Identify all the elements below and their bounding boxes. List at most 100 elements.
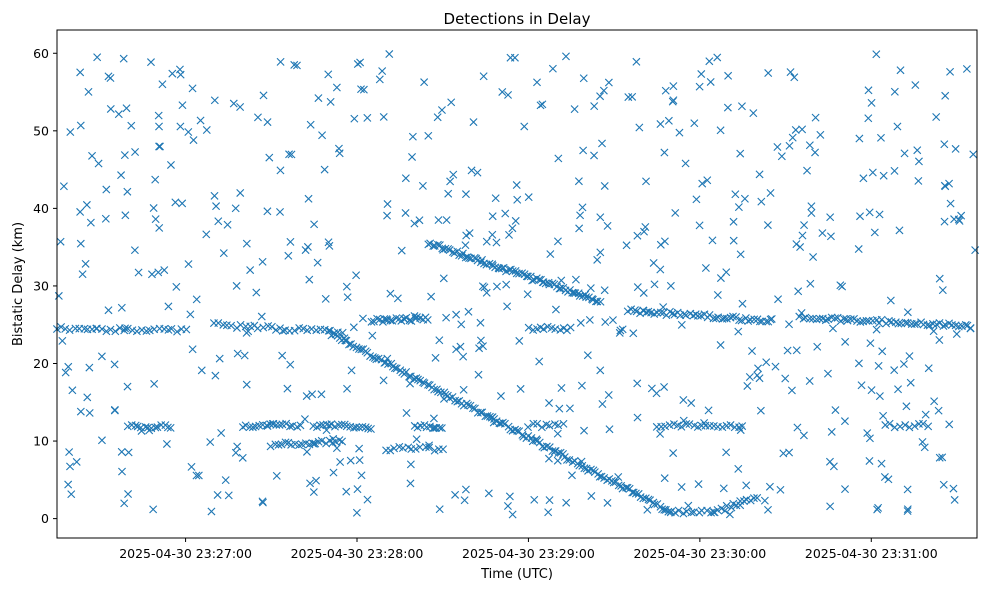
detection-point-134 [631, 489, 640, 498]
detection-point-1203 [577, 381, 586, 390]
detection-point-639 [854, 245, 863, 254]
detection-point-800 [765, 482, 774, 491]
detection-point-895 [669, 82, 678, 91]
detection-point-533 [718, 423, 727, 432]
detection-point-691 [806, 279, 815, 288]
detection-point-170 [736, 497, 745, 506]
detection-point-1066 [456, 342, 465, 351]
detection-point-630 [818, 229, 827, 238]
detection-point-1033 [302, 392, 311, 401]
detection-point-1016 [149, 204, 158, 213]
detection-point-899 [539, 278, 548, 287]
detection-point-944 [124, 490, 133, 499]
detection-point-654 [290, 60, 299, 69]
detection-point-633 [83, 393, 92, 402]
detection-point-865 [890, 166, 899, 175]
detection-point-1182 [616, 326, 625, 335]
detection-point-1130 [827, 427, 836, 436]
detection-point-1032 [457, 320, 466, 329]
detection-point-857 [210, 96, 219, 105]
detection-point-791 [875, 392, 884, 401]
detection-point-1146 [155, 142, 164, 151]
detection-point-792 [895, 226, 904, 235]
detection-point-1075 [825, 457, 834, 466]
detection-point-825 [258, 257, 267, 266]
detection-point-841 [692, 195, 701, 204]
detection-point-937 [236, 188, 245, 197]
detection-point-664 [479, 72, 488, 81]
detection-point-775 [734, 327, 743, 336]
detection-point-1061 [287, 150, 296, 159]
detection-point-988 [473, 168, 482, 177]
detection-point-175 [753, 493, 762, 502]
x-tick-label-1: 2025-04-30 23:28:00 [291, 546, 424, 561]
detection-point-700 [119, 54, 128, 63]
detection-point-979 [713, 291, 722, 299]
detection-point-413 [307, 325, 316, 333]
detection-point-1176 [585, 315, 594, 324]
detection-point-815 [503, 502, 512, 510]
detection-point-1177 [906, 378, 915, 387]
detection-point-1152 [828, 324, 837, 333]
detection-point-659 [551, 305, 560, 314]
detection-point-221 [522, 272, 531, 281]
detection-point-989 [587, 491, 596, 500]
detection-point-472 [248, 423, 257, 432]
detection-point-498 [342, 422, 351, 431]
detection-point-373 [106, 325, 115, 334]
detection-point-622 [841, 337, 850, 346]
detection-point-1153 [929, 327, 938, 336]
detection-point-910 [669, 449, 678, 458]
detection-point-139 [644, 495, 653, 504]
detection-point-1184 [217, 429, 226, 437]
detection-point-1196 [969, 150, 978, 159]
detection-point-974 [745, 372, 754, 381]
detection-point-718 [410, 219, 419, 228]
detection-point-317 [831, 314, 840, 323]
detection-point-943 [442, 313, 451, 322]
detection-point-993 [393, 294, 402, 303]
detection-point-1139 [64, 480, 73, 489]
detection-point-902 [97, 436, 106, 445]
detection-point-648 [154, 111, 163, 120]
detection-point-948 [110, 406, 119, 415]
detection-point-660 [762, 358, 771, 367]
detection-point-963 [938, 286, 947, 295]
detection-point-486 [296, 421, 305, 430]
detection-point-608 [439, 274, 448, 283]
detection-point-1149 [326, 97, 335, 106]
detection-point-155 [687, 508, 696, 517]
detection-point-1081 [272, 471, 281, 480]
detection-point-1194 [875, 210, 884, 219]
detection-point-962 [424, 131, 433, 140]
detection-point-891 [766, 315, 775, 324]
detection-point-303 [762, 317, 771, 326]
detection-point-495 [334, 421, 343, 430]
detection-point-539 [266, 442, 275, 451]
detection-point-1069 [690, 119, 699, 128]
detection-point-1190 [305, 275, 314, 284]
detection-point-709 [164, 302, 173, 311]
detection-point-1133 [737, 102, 746, 111]
detection-point-568 [411, 444, 420, 453]
detection-point-1037 [512, 181, 521, 190]
detection-point-1120 [64, 362, 73, 371]
detection-point-607 [276, 57, 285, 66]
y-tick-label-6: 60 [33, 46, 49, 61]
detection-point-267 [656, 308, 665, 317]
detection-point-365 [71, 324, 80, 333]
y-tick-label-1: 10 [33, 434, 49, 449]
detection-point-1041 [212, 202, 221, 211]
detection-point-1013 [791, 125, 800, 134]
detection-point-852 [867, 386, 876, 395]
detection-point-998 [383, 354, 392, 363]
detection-point-69 [483, 412, 492, 421]
detection-point-542 [277, 440, 286, 449]
detection-point-975 [879, 411, 888, 420]
y-tick-label-2: 20 [33, 356, 49, 371]
detection-point-950 [378, 67, 387, 76]
detection-point-753 [429, 414, 438, 423]
detection-point-574 [439, 445, 448, 454]
detection-point-540 [271, 440, 280, 449]
x-tick-label-4: 2025-04-30 23:31:00 [805, 546, 938, 561]
